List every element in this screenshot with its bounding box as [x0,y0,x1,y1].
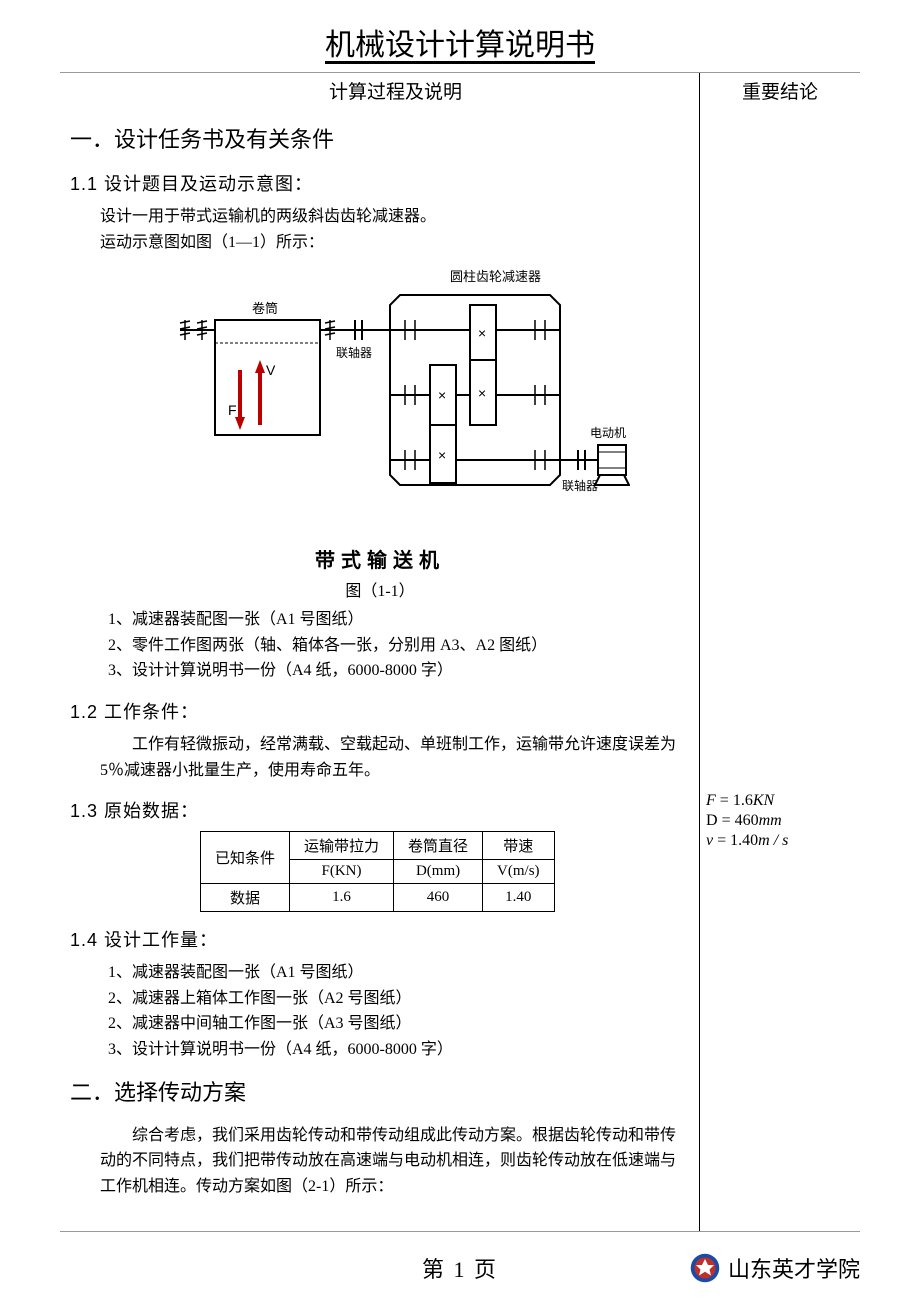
section-1-3-heading: 1.3 原始数据： [70,797,691,823]
diagram-motor-label: 电动机 [590,426,626,440]
svg-text:×: × [438,447,446,463]
section-1-2-heading: 1.2 工作条件： [70,698,691,724]
s11-item-1: 1、减速器装配图一张（A1 号图纸） [108,607,691,633]
school-name: 山东英才学院 [728,1252,860,1284]
side-col-header: 重要结论 [706,77,854,104]
table-cell: 数据 [201,884,290,912]
table-row: 已知条件 运输带拉力 卷筒直径 带速 [201,832,555,860]
s11-p2: 运动示意图如图（1—1）所示： [100,230,691,256]
svg-text:×: × [478,325,486,341]
table-cell: 卷筒直径 [394,832,483,860]
diagram-coupling1-label: 联轴器 [336,345,372,360]
diagram-f-label: F [228,402,237,418]
s11-item-2: 2、零件工作图两张（轴、箱体各一张，分别用 A3、A2 图纸） [108,633,691,659]
table-cell: 1.40 [483,884,555,912]
page-number: 第 1 页 [422,1252,498,1284]
s11-item-3: 3、设计计算说明书一份（A4 纸，6000-8000 字） [108,658,691,684]
s14-item-4: 3、设计计算说明书一份（A4 纸，6000-8000 字） [108,1037,691,1063]
s11-p1: 设计一用于带式运输机的两级斜齿齿轮减速器。 [100,204,691,230]
table-cell: 带速 [483,832,555,860]
section-1-4-heading: 1.4 设计工作量： [70,926,691,952]
diagram-drum-label: 卷筒 [252,301,278,316]
school-logo-icon [690,1253,720,1283]
fig-1-1-caption: 图（1-1） [130,577,630,601]
footer-right: 山东英才学院 [690,1252,860,1284]
side-column: 重要结论 F = 1.6KN D = 460mm v = 1.40m / s [700,73,860,1231]
s14-item-1: 1、减速器装配图一张（A1 号图纸） [108,960,691,986]
page-title: 机械设计计算说明书 [0,0,920,64]
section-1-heading: 一．设计任务书及有关条件 [70,122,691,154]
main-column: 计算过程及说明 一．设计任务书及有关条件 1.1 设计题目及运动示意图： 设计一… [60,73,700,1231]
diagram-coupling2-label: 联轴器 [562,478,598,493]
diagram-v-label: V [266,362,276,378]
section-2-heading: 二．选择传动方案 [70,1075,691,1107]
formula-f: F = 1.6KN [706,792,854,810]
s14-item-3: 2、减速器中间轴工作图一张（A3 号图纸） [108,1011,691,1037]
table-cell: V(m/s) [483,860,555,884]
diagram-caption-kai: 带式输送机 [130,544,630,573]
table-cell: 1.6 [290,884,394,912]
s2-p: 综合考虑，我们采用齿轮传动和带传动组成此传动方案。根据齿轮传动和带传动的不同特点… [100,1123,691,1200]
s12-p: 工作有轻微振动，经常满载、空载起动、单班制工作，运输带允许速度误差为 5％减速器… [100,732,691,783]
table-cell: D(mm) [394,860,483,884]
table-row: 数据 1.6 460 1.40 [201,884,555,912]
table-cell: 460 [394,884,483,912]
main-col-header: 计算过程及说明 [100,77,691,104]
content-columns: 计算过程及说明 一．设计任务书及有关条件 1.1 设计题目及运动示意图： 设计一… [60,72,860,1232]
data-table: 已知条件 运输带拉力 卷筒直径 带速 F(KN) D(mm) V(m/s) 数据… [200,831,555,912]
s14-item-2: 2、减速器上箱体工作图一张（A2 号图纸） [108,986,691,1012]
diagram-gearbox-label: 圆柱齿轮减速器 [450,269,541,284]
formula-d: D = 460mm [706,812,854,830]
table-cell: 已知条件 [201,832,290,884]
footer: 第 1 页 山东英才学院 [0,1252,920,1284]
svg-text:×: × [438,387,446,403]
diagram-1-1: V F 联轴器 × [130,265,630,601]
section-1-1-heading: 1.1 设计题目及运动示意图： [70,170,691,196]
table-cell: F(KN) [290,860,394,884]
table-cell: 运输带拉力 [290,832,394,860]
svg-text:×: × [478,385,486,401]
formula-v: v = 1.40m / s [706,832,854,850]
